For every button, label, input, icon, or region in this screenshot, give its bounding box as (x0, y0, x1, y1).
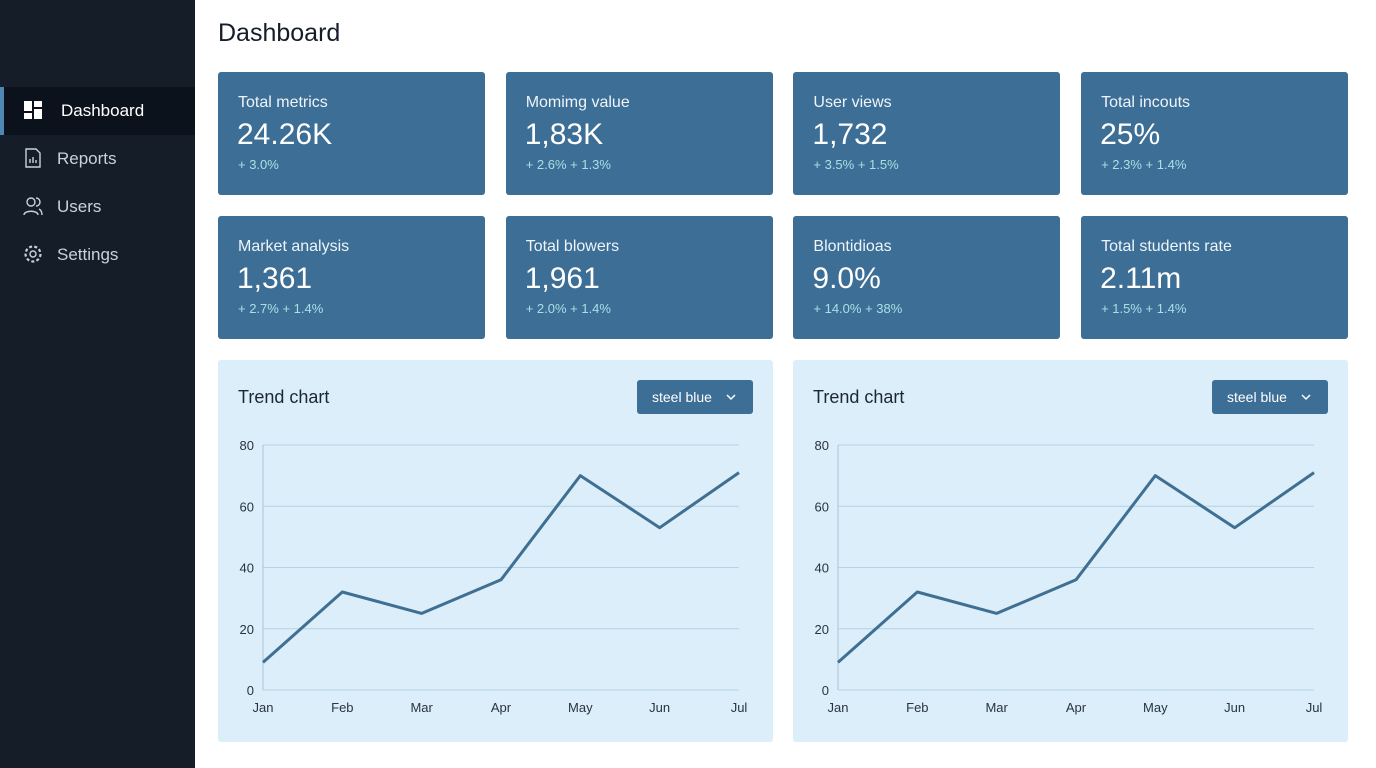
x-tick-label: Jul (731, 700, 748, 715)
y-tick-label: 80 (240, 438, 254, 453)
nav-icon (25, 148, 41, 168)
card-change: + 2.3% + 1.4% (1101, 157, 1187, 172)
y-tick-label: 60 (815, 499, 829, 514)
x-tick-label: Apr (1066, 700, 1087, 715)
card-value: 1,732 (812, 118, 888, 151)
line-chart: 0 20 40 60 80 Jan Feb Mar Apr May Jun Jul (240, 438, 748, 715)
y-tick-label: 0 (247, 683, 254, 698)
card-change: + 2.6% + 1.3% (525, 157, 611, 172)
card-change: + 1.5% + 1.4% (1101, 301, 1187, 316)
metric-card: Total metrics 24.26K + 3.0% (218, 72, 485, 195)
card-label: Total blowers (525, 238, 620, 255)
metric-card: Total blowers 1,961 + 2.0% + 1.4% (505, 216, 773, 339)
card-value: 24.26K (237, 118, 333, 151)
card-change: + 14.0% + 38% (813, 301, 903, 316)
chevron (1301, 394, 1311, 401)
nav-item[interactable]: Reports (0, 135, 195, 183)
x-tick-label: Feb (331, 700, 353, 715)
chart-panel: Trend chart steel blue 0 20 40 60 80 Jan Feb Mar A… (793, 360, 1348, 742)
card-value: 9.0% (812, 262, 881, 295)
metric-card: Blontidioas 9.0% + 14.0% + 38% (793, 216, 1061, 339)
nav-icon (24, 101, 42, 119)
y-tick-label: 0 (822, 683, 829, 698)
nav-item[interactable]: Settings (0, 231, 195, 279)
card-change: + 2.0% + 1.4% (525, 301, 611, 316)
metric-card: Total incouts 25% + 2.3% + 1.4% (1081, 72, 1349, 195)
nav-item[interactable]: Dashboard (0, 87, 195, 135)
x-tick-label: May (568, 700, 593, 715)
nav-label: Settings (57, 245, 119, 264)
nav-item[interactable]: Users (0, 183, 195, 231)
metric-card: Momimg value 1,83K + 2.6% + 1.3% (505, 72, 773, 195)
sidebar: Dashboard Reports Users Settings (0, 0, 195, 768)
card-label: Total students rate (1101, 238, 1232, 255)
x-tick-label: Jan (828, 700, 849, 715)
dropdown-label: steel blue (652, 389, 712, 405)
x-tick-label: Mar (985, 700, 1008, 715)
x-tick-label: Jun (1224, 700, 1245, 715)
card-label: Blontidioas (813, 238, 892, 255)
x-tick-label: Mar (410, 700, 433, 715)
trend-line (837, 471, 1315, 664)
chart-title: Trend chart (813, 387, 905, 407)
y-tick-label: 20 (815, 622, 829, 637)
chart-title: Trend chart (238, 387, 330, 407)
card-value: 1,361 (237, 262, 313, 295)
chevron (726, 394, 736, 401)
card-label: User views (813, 94, 892, 111)
card-label: Momimg value (525, 94, 630, 111)
nav-label: Dashboard (61, 101, 145, 120)
trend-line (262, 471, 740, 664)
x-tick-label: Jan (253, 700, 274, 715)
x-tick-label: Jul (1306, 700, 1323, 715)
metric-card: Total students rate 2.11m + 1.5% + 1.4% (1081, 216, 1349, 339)
card-value: 1,961 (524, 262, 600, 295)
nav-icon (23, 197, 43, 216)
dropdown-label: steel blue (1227, 389, 1287, 405)
card-value: 1,83K (524, 118, 604, 151)
y-tick-label: 40 (815, 561, 829, 576)
dropdown[interactable]: steel blue (1212, 380, 1328, 414)
card-label: Market analysis (238, 238, 350, 255)
y-tick-label: 20 (240, 622, 254, 637)
nav-label: Reports (57, 149, 117, 168)
x-tick-label: Jun (649, 700, 670, 715)
card-value: 2.11m (1100, 262, 1182, 295)
x-tick-label: Apr (491, 700, 512, 715)
nav-icon (24, 245, 42, 263)
card-change: + 2.7% + 1.4% (238, 301, 324, 316)
x-tick-label: May (1143, 700, 1168, 715)
nav-label: Users (57, 197, 102, 216)
metric-card: Market analysis 1,361 + 2.7% + 1.4% (218, 216, 485, 339)
page-title: Dashboard (218, 19, 341, 47)
metric-card: User views 1,732 + 3.5% + 1.5% (793, 72, 1061, 195)
card-change: + 3.5% + 1.5% (813, 157, 899, 172)
card-value: 25% (1100, 118, 1161, 151)
chart-panel: Trend chart steel blue 0 20 40 60 80 Jan Feb Mar A… (218, 360, 773, 742)
line-chart: 0 20 40 60 80 Jan Feb Mar Apr May Jun Jul (815, 438, 1323, 715)
dropdown[interactable]: steel blue (637, 380, 753, 414)
y-tick-label: 40 (240, 561, 254, 576)
card-change: + 3.0% (238, 157, 279, 172)
y-tick-label: 80 (815, 438, 829, 453)
card-label: Total metrics (238, 94, 328, 111)
y-tick-label: 60 (240, 499, 254, 514)
x-tick-label: Feb (906, 700, 928, 715)
card-label: Total incouts (1101, 94, 1191, 111)
